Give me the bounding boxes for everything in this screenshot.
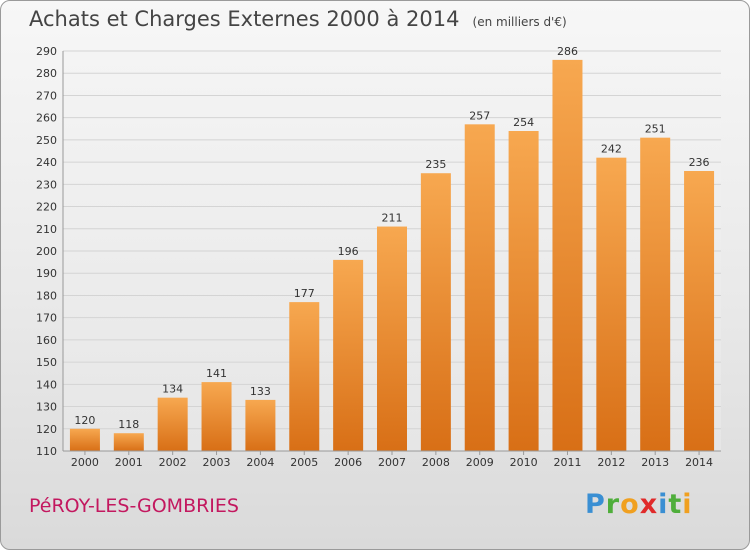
logo-letter: i bbox=[658, 489, 669, 520]
y-tick-label: 150 bbox=[36, 356, 57, 369]
bar bbox=[596, 157, 627, 451]
y-tick-label: 260 bbox=[36, 112, 57, 125]
y-tick-label: 280 bbox=[36, 67, 57, 80]
data-label: 134 bbox=[162, 383, 183, 396]
data-label: 118 bbox=[118, 418, 139, 431]
x-tick-label: 2007 bbox=[378, 456, 406, 469]
bar bbox=[640, 137, 671, 451]
logo-letter: i bbox=[682, 489, 693, 520]
y-tick-label: 220 bbox=[36, 201, 57, 214]
bar bbox=[552, 59, 583, 452]
bar bbox=[464, 124, 495, 451]
logo-letter: x bbox=[639, 489, 659, 520]
data-label: 177 bbox=[294, 287, 315, 300]
x-tick-label: 2013 bbox=[641, 456, 669, 469]
logo-letter: o bbox=[620, 489, 640, 520]
proxiti-logo[interactable]: Proxiti bbox=[585, 489, 693, 520]
x-tick-label: 2010 bbox=[510, 456, 538, 469]
x-tick-label: 2002 bbox=[159, 456, 187, 469]
data-label: 251 bbox=[645, 123, 666, 136]
data-label: 286 bbox=[557, 45, 578, 58]
bar bbox=[245, 399, 276, 451]
data-label: 236 bbox=[689, 156, 710, 169]
y-tick-label: 180 bbox=[36, 289, 57, 302]
data-label: 242 bbox=[601, 143, 622, 156]
y-tick-label: 290 bbox=[36, 45, 57, 58]
x-tick-label: 2005 bbox=[290, 456, 318, 469]
logo-letter: P bbox=[585, 489, 606, 520]
chart-unit: (en milliers d'€) bbox=[472, 15, 567, 29]
bars: 120 118 134 141 133 177 196 211 235 257 254 286 242 2… bbox=[69, 45, 715, 452]
bar bbox=[113, 433, 144, 451]
data-label: 211 bbox=[382, 212, 403, 225]
y-tick-label: 250 bbox=[36, 134, 57, 147]
axes: 110 120 130 140 150 160 170 180 190 200 210 220 230 2… bbox=[36, 45, 721, 469]
bar bbox=[508, 131, 539, 451]
bar bbox=[333, 259, 364, 451]
bar bbox=[684, 171, 715, 451]
logo-letter: r bbox=[605, 489, 621, 520]
x-tick-label: 2008 bbox=[422, 456, 450, 469]
bar bbox=[377, 226, 407, 451]
bar bbox=[201, 382, 232, 451]
commune-name: PéROY-LES-GOMBRIES bbox=[29, 495, 239, 517]
y-tick-label: 190 bbox=[36, 267, 57, 280]
data-label: 196 bbox=[338, 245, 359, 258]
y-tick-label: 130 bbox=[36, 401, 57, 414]
x-tick-label: 2014 bbox=[685, 456, 713, 469]
bar bbox=[289, 302, 320, 451]
data-label: 133 bbox=[250, 385, 271, 398]
bar bbox=[420, 173, 451, 451]
y-tick-label: 140 bbox=[36, 378, 57, 391]
x-tick-label: 2000 bbox=[71, 456, 99, 469]
y-tick-label: 200 bbox=[36, 245, 57, 258]
data-label: 141 bbox=[206, 367, 227, 380]
y-tick-label: 230 bbox=[36, 178, 57, 191]
y-tick-label: 160 bbox=[36, 334, 57, 347]
x-tick-label: 2006 bbox=[334, 456, 362, 469]
data-label: 254 bbox=[513, 116, 534, 129]
bar bbox=[69, 428, 100, 451]
chart-title-block: Achats et Charges Externes 2000 à 2014 (… bbox=[29, 7, 567, 31]
y-tick-label: 170 bbox=[36, 312, 57, 325]
x-tick-label: 2003 bbox=[203, 456, 231, 469]
data-label: 120 bbox=[74, 414, 95, 427]
x-tick-label: 2011 bbox=[553, 456, 581, 469]
y-tick-label: 240 bbox=[36, 156, 57, 169]
chart-title: Achats et Charges Externes 2000 à 2014 bbox=[29, 7, 460, 31]
logo-letter: t bbox=[668, 489, 683, 520]
x-tick-label: 2012 bbox=[597, 456, 625, 469]
x-tick-label: 2004 bbox=[246, 456, 274, 469]
y-tick-label: 110 bbox=[36, 445, 57, 458]
data-label: 235 bbox=[425, 158, 446, 171]
data-label: 257 bbox=[469, 109, 490, 122]
y-tick-label: 210 bbox=[36, 223, 57, 236]
bar bbox=[157, 397, 188, 451]
x-tick-label: 2009 bbox=[466, 456, 494, 469]
y-tick-label: 120 bbox=[36, 423, 57, 436]
y-tick-label: 270 bbox=[36, 89, 57, 102]
x-tick-label: 2001 bbox=[115, 456, 143, 469]
